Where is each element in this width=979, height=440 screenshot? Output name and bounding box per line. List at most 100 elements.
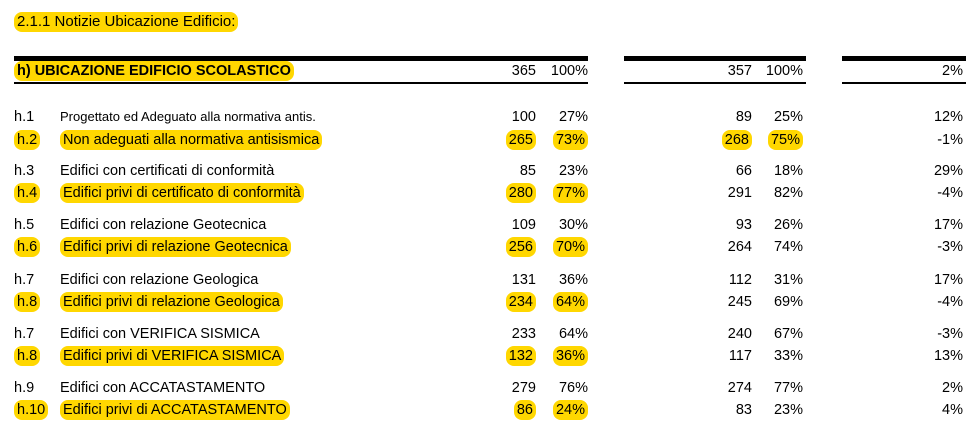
row-code: h.2	[14, 130, 41, 150]
row-label: Edifici privi di relazione Geologica	[60, 292, 283, 312]
row-code: h.3	[14, 163, 35, 179]
row-p1: 64%	[558, 326, 588, 342]
table-row: h.10 Edifici privi di ACCATASTAMENTO 86 …	[0, 399, 979, 421]
row-p2: 26%	[773, 217, 803, 233]
row-code-cell: h.8	[14, 291, 41, 313]
table-row: h.3 Edifici con certificati di conformit…	[0, 160, 979, 182]
row-code: h.10	[14, 400, 49, 420]
table-row: h.1 Progettato ed Adeguato alla normativ…	[0, 106, 979, 128]
table-top-rule-1	[14, 56, 588, 61]
row-n1-cell: 256	[505, 236, 536, 258]
row-n2: 291	[727, 185, 752, 201]
row-p1: 76%	[558, 380, 588, 396]
row-diff: -4%	[937, 294, 963, 310]
row-label: Edifici privi di certificato di conformi…	[60, 183, 304, 203]
row-code-cell: h.6	[14, 236, 41, 258]
row-p1: 36%	[558, 272, 588, 288]
row-p2: 74%	[773, 239, 803, 255]
section-title-text: 2.1.1 Notizie Ubicazione Edificio:	[14, 12, 239, 32]
row-n2: 264	[727, 239, 752, 255]
row-n1-cell: 280	[505, 182, 536, 204]
row-code: h.1	[14, 109, 35, 125]
row-diff: -1%	[937, 132, 963, 148]
row-label: Edifici privi di relazione Geotecnica	[60, 237, 291, 257]
row-code: h.5	[14, 217, 35, 233]
row-n1: 132	[505, 346, 536, 366]
row-p1: 30%	[558, 217, 588, 233]
row-label-cell: Non adeguati alla normativa antisismica	[60, 129, 323, 151]
row-p1-cell: 77%	[552, 182, 588, 204]
row-n2: 89	[735, 109, 752, 125]
row-n1: 280	[505, 183, 536, 203]
row-diff: 17%	[933, 217, 963, 233]
row-label-cell: Edifici privi di VERIFICA SISMICA	[60, 345, 285, 367]
row-n2: 83	[735, 402, 752, 418]
row-diff: -3%	[937, 239, 963, 255]
row-code: h.7	[14, 272, 35, 288]
row-p1: 64%	[552, 292, 588, 312]
row-p1-cell: 24%	[552, 399, 588, 421]
row-code: h.6	[14, 237, 41, 257]
row-label: Edifici con ACCATASTAMENTO	[60, 380, 266, 396]
row-n1: 85	[519, 163, 536, 179]
table-row: h.4 Edifici privi di certificato di conf…	[0, 182, 979, 204]
row-n1-cell: 86	[513, 399, 536, 421]
table-row: h.2 Non adeguati alla normativa antisism…	[0, 129, 979, 151]
row-code-cell: h.10	[14, 399, 49, 421]
row-n1: 233	[511, 326, 536, 342]
header-p2: 100%	[765, 63, 803, 79]
row-p2: 33%	[773, 348, 803, 364]
row-p1: 77%	[552, 183, 588, 203]
header-bottom-rule-2	[624, 82, 806, 84]
row-code: h.8	[14, 292, 41, 312]
row-code: h.7	[14, 326, 35, 342]
row-label-cell: Edifici privi di relazione Geotecnica	[60, 236, 291, 258]
table-top-rule-2	[624, 56, 806, 61]
row-p1: 23%	[558, 163, 588, 179]
row-p2: 23%	[773, 402, 803, 418]
row-n2: 268	[721, 130, 752, 150]
header-n2: 357	[727, 63, 752, 79]
row-n2-cell: 268	[721, 129, 752, 151]
row-n2: 66	[735, 163, 752, 179]
header-label-cell: h) UBICAZIONE EDIFICIO SCOLASTICO	[14, 60, 294, 82]
row-code-cell: h.8	[14, 345, 41, 367]
row-n2: 245	[727, 294, 752, 310]
row-n2: 117	[728, 348, 752, 364]
row-p2-cell: 75%	[767, 129, 803, 151]
row-p2: 25%	[773, 109, 803, 125]
row-n1-cell: 265	[505, 129, 536, 151]
row-n1: 86	[513, 400, 536, 420]
row-p2: 75%	[767, 130, 803, 150]
row-label-cell: Edifici privi di ACCATASTAMENTO	[60, 399, 290, 421]
row-code: h.8	[14, 346, 41, 366]
row-n1: 265	[505, 130, 536, 150]
row-n1: 109	[511, 217, 536, 233]
header-n1: 365	[511, 63, 536, 79]
row-code: h.4	[14, 183, 41, 203]
row-label: Edifici con relazione Geotecnica	[60, 217, 267, 233]
row-p2: 82%	[773, 185, 803, 201]
row-p2: 31%	[773, 272, 803, 288]
row-label: Edifici con VERIFICA SISMICA	[60, 326, 260, 342]
row-n2: 240	[727, 326, 752, 342]
row-n2: 274	[727, 380, 752, 396]
row-p2: 77%	[773, 380, 803, 396]
row-code: h.9	[14, 380, 35, 396]
row-n1-cell: 132	[505, 345, 536, 367]
row-diff: 13%	[933, 348, 963, 364]
row-label-cell: Edifici privi di relazione Geologica	[60, 291, 283, 313]
row-diff: 12%	[933, 109, 963, 125]
section-title: 2.1.1 Notizie Ubicazione Edificio:	[14, 12, 239, 32]
row-diff: 17%	[933, 272, 963, 288]
row-p1-cell: 64%	[552, 291, 588, 313]
row-n1-cell: 234	[505, 291, 536, 313]
header-bottom-rule-1	[14, 82, 588, 84]
table-row: h.8 Edifici privi di VERIFICA SISMICA 13…	[0, 345, 979, 367]
row-p2: 18%	[773, 163, 803, 179]
table-row: h.9 Edifici con ACCATASTAMENTO 279 76% 2…	[0, 377, 979, 399]
row-label-cell: Edifici privi di certificato di conformi…	[60, 182, 304, 204]
row-label: Edifici con certificati di conformità	[60, 163, 275, 179]
table-row: h.7 Edifici con relazione Geologica 131 …	[0, 269, 979, 291]
row-n1: 256	[505, 237, 536, 257]
